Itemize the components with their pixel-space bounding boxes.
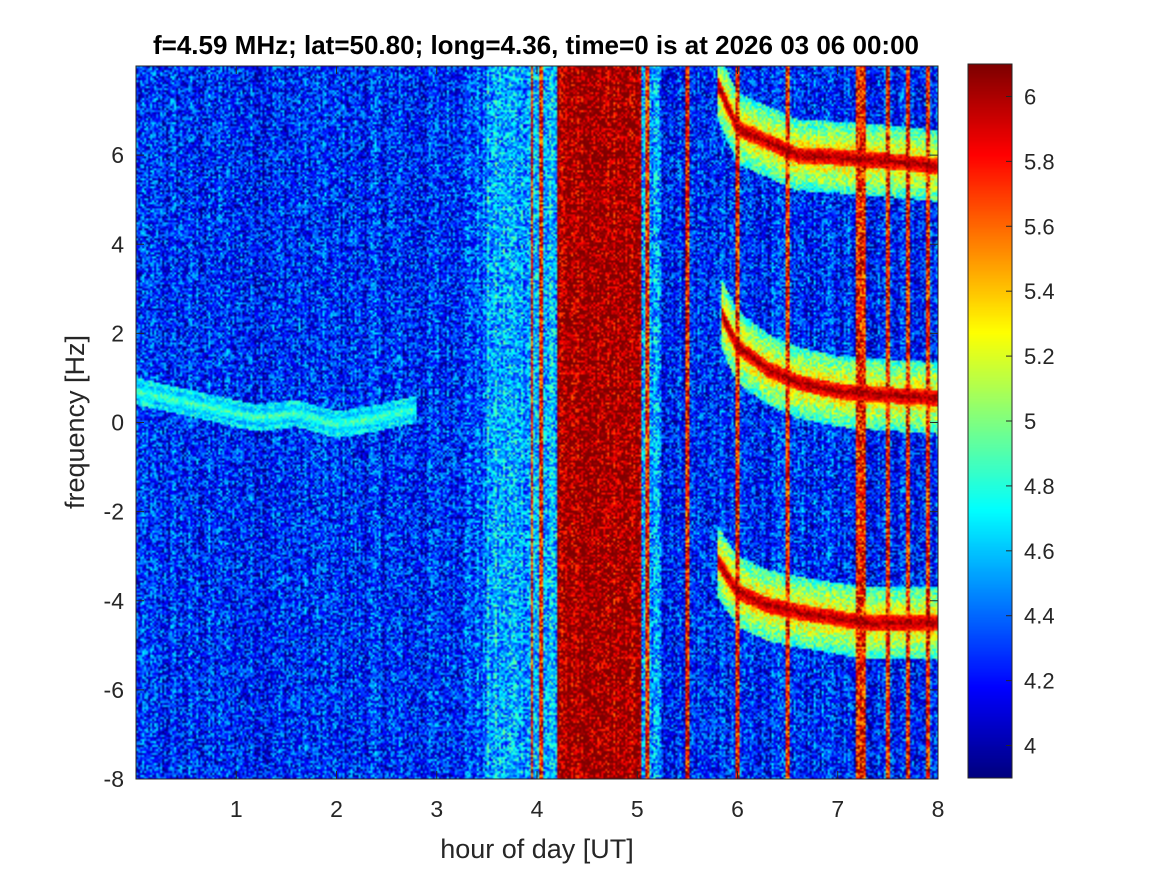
y-axis: -8 -6 -4 -2 0 2 4 6 [104,142,938,792]
colorbar-tick-label: 4.2 [1024,669,1055,694]
y-axis-label: frequency [Hz] [60,335,90,509]
y-tick-label: 0 [111,410,124,436]
chart-title: f=4.59 MHz; lat=50.80; long=4.36, time=0… [153,30,919,60]
x-tick-label: 7 [831,796,844,822]
y-tick-label: -8 [104,766,124,792]
colorbar-tick-label: 5 [1024,409,1036,434]
colorbar-tick-label: 5.8 [1024,149,1055,174]
x-tick-label: 8 [932,796,945,822]
x-axis: 1 2 3 4 5 6 7 8 [230,66,945,822]
y-tick-label: -6 [104,677,124,703]
colorbar-gradient [968,64,1012,778]
colorbar-tick-label: 4.6 [1024,539,1055,564]
y-tick-label: 6 [111,142,124,168]
spectrogram-heatmap [136,66,938,779]
x-tick-label: 5 [631,796,644,822]
plot-area [135,65,939,780]
colorbar-tick-label: 4.8 [1024,474,1055,499]
colorbar-tick-label: 5.4 [1024,279,1055,304]
x-tick-label: 3 [430,796,443,822]
x-axis-label: hour of day [UT] [440,834,634,864]
y-tick-label: 4 [111,231,124,257]
x-tick-label: 4 [531,796,544,822]
colorbar-tick-label: 6 [1024,84,1036,109]
x-tick-label: 2 [330,796,343,822]
colorbar-tick-label: 4.4 [1024,604,1055,629]
colorbar-tick-label: 5.2 [1024,344,1055,369]
colorbar-tick-label: 5.6 [1024,214,1055,239]
colorbar-tick-label: 4 [1024,734,1036,759]
colorbar: 4 4.2 4.4 4.6 4.8 5 5.2 5.4 5.6 5.8 6 [967,63,1055,779]
y-tick-label: 2 [111,320,124,346]
y-tick-label: -2 [104,499,124,525]
x-tick-label: 1 [230,796,243,822]
colorbar-ticks: 4 4.2 4.4 4.6 4.8 5 5.2 5.4 5.6 5.8 6 [1006,84,1055,759]
x-tick-label: 6 [731,796,744,822]
y-tick-label: -4 [104,588,125,614]
